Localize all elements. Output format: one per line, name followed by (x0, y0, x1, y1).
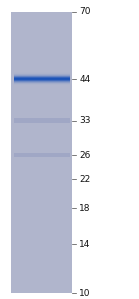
Bar (14, 82, 70, 83)
Text: 26: 26 (79, 150, 91, 159)
Text: 14: 14 (79, 240, 91, 249)
Bar (14, 80, 70, 81)
Bar (14, 81, 70, 82)
Bar (14, 76, 70, 77)
Text: 18: 18 (79, 204, 91, 213)
Bar (14, 75, 70, 76)
Bar (14, 80, 70, 81)
Text: 10: 10 (79, 289, 91, 298)
Bar (14, 153, 70, 157)
Text: 70: 70 (79, 7, 91, 16)
Bar (14, 77, 70, 78)
Bar (14, 77, 70, 78)
Bar (14, 73, 70, 74)
Bar (14, 74, 70, 75)
Bar (11, 12, 72, 293)
Bar (14, 75, 70, 76)
Bar (14, 79, 70, 80)
Bar (14, 74, 70, 75)
Bar (14, 118, 70, 123)
Bar (14, 78, 70, 79)
Bar (14, 78, 70, 79)
Text: 22: 22 (79, 175, 90, 184)
Bar (14, 83, 70, 84)
Bar (14, 84, 70, 85)
Text: 44: 44 (79, 74, 90, 83)
Bar (14, 83, 70, 84)
Bar (14, 72, 70, 73)
Text: 33: 33 (79, 116, 91, 125)
